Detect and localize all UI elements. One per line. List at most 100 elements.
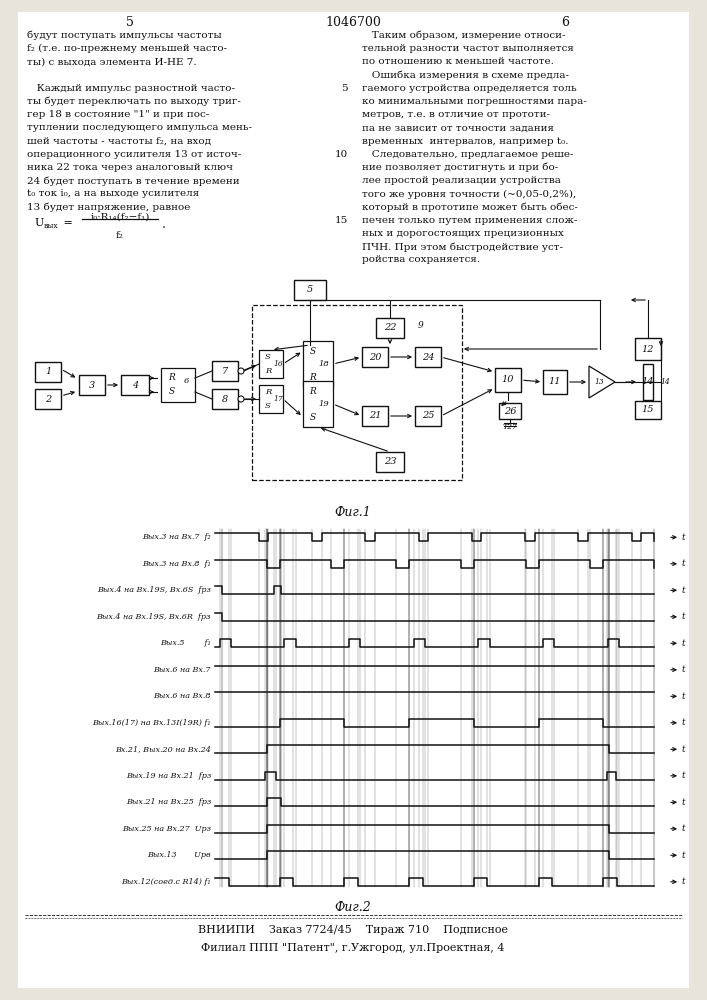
Text: будут поступать импульсы частоты: будут поступать импульсы частоты	[27, 31, 222, 40]
Text: Вых.4 на Вх.19S, Вх.6S  fрз: Вых.4 на Вх.19S, Вх.6S fрз	[97, 586, 211, 594]
Bar	[376, 318, 404, 338]
Text: Вых.12(соед.с R14) f₁: Вых.12(соед.с R14) f₁	[122, 878, 211, 886]
Text: Вых.6 на Вх.8: Вых.6 на Вх.8	[153, 692, 211, 700]
Text: Вх.21, Вых.20 на Вх.24: Вх.21, Вых.20 на Вх.24	[115, 745, 211, 753]
Text: t: t	[682, 718, 686, 727]
Text: 15: 15	[334, 216, 348, 225]
Text: печен только путем применения слож-: печен только путем применения слож-	[362, 216, 578, 225]
Text: 24: 24	[422, 353, 434, 361]
Text: Вых.21 на Вх.25  fрз: Вых.21 на Вх.25 fрз	[126, 798, 211, 806]
Circle shape	[238, 396, 244, 402]
Text: S: S	[310, 347, 316, 356]
Text: 20: 20	[369, 353, 381, 361]
Text: t: t	[682, 533, 686, 542]
Text: R: R	[265, 367, 271, 375]
Text: Вых.16(17) на Вх.13I(19R) f₁: Вых.16(17) на Вх.13I(19R) f₁	[93, 719, 211, 727]
Text: 23: 23	[384, 458, 396, 466]
Text: 12: 12	[642, 344, 654, 354]
Text: t: t	[682, 586, 686, 595]
Text: ройства сохраняется.: ройства сохраняется.	[362, 255, 480, 264]
Bar	[635, 401, 661, 419]
Text: i₀·R₁₄(f₂−f₁): i₀·R₁₄(f₂−f₁)	[90, 213, 150, 222]
Text: Вых.19 на Вх.21  fрз: Вых.19 на Вх.21 fрз	[126, 772, 211, 780]
Bar	[415, 406, 441, 426]
Text: 22: 22	[384, 324, 396, 332]
Text: 25: 25	[422, 412, 434, 420]
Text: t: t	[682, 665, 686, 674]
Bar	[643, 364, 653, 400]
Text: временных  интервалов, например t₀.: временных интервалов, например t₀.	[362, 137, 568, 146]
Bar	[362, 347, 388, 367]
Bar	[495, 368, 521, 392]
Text: ных и дорогостоящих прецизионных: ных и дорогостоящих прецизионных	[362, 229, 564, 238]
Text: Вых.13       Uрв: Вых.13 Uрв	[147, 851, 211, 859]
Bar	[212, 389, 238, 409]
Text: R: R	[310, 372, 316, 381]
Text: S: S	[310, 412, 316, 422]
Text: Вых.3 на Вх.7  f₂: Вых.3 на Вх.7 f₂	[142, 533, 211, 541]
Text: U: U	[35, 218, 45, 228]
Text: Вых.3 на Вх.8  f₁: Вых.3 на Вх.8 f₁	[142, 560, 211, 568]
Text: который в прототипе может быть обес-: который в прототипе может быть обес-	[362, 203, 578, 212]
Text: ПЧН. При этом быстродействие уст-: ПЧН. При этом быстродействие уст-	[362, 242, 563, 252]
Text: 2: 2	[45, 394, 51, 403]
Text: S: S	[265, 402, 271, 410]
Text: 17: 17	[273, 395, 283, 403]
Bar	[212, 361, 238, 381]
Bar	[294, 280, 326, 300]
Text: 18: 18	[319, 360, 329, 368]
Bar	[635, 338, 661, 360]
Text: Вых.4 на Вх.19S, Вх.6R  fрз: Вых.4 на Вх.19S, Вх.6R fрз	[97, 613, 211, 621]
Text: Фиг.2: Фиг.2	[334, 901, 371, 914]
Text: Каждый импульс разностной часто-: Каждый импульс разностной часто-	[27, 84, 235, 93]
Text: 16: 16	[273, 360, 283, 368]
Text: 1: 1	[45, 367, 51, 376]
Text: Вых.5        f₁: Вых.5 f₁	[160, 639, 211, 647]
Text: шей частоты - частоты f₂, на вход: шей частоты - частоты f₂, на вход	[27, 137, 211, 146]
Text: тельной разности частот выполняется: тельной разности частот выполняется	[362, 44, 574, 53]
Text: Филиал ППП "Патент", г.Ужгород, ул.Проектная, 4: Филиал ППП "Патент", г.Ужгород, ул.Проек…	[201, 943, 505, 953]
Text: 13 будет напряжение, равное: 13 будет напряжение, равное	[27, 203, 190, 212]
Bar	[362, 406, 388, 426]
Bar	[303, 381, 333, 427]
Text: того же уровня точности (~0,05-0,2%),: того же уровня точности (~0,05-0,2%),	[362, 189, 576, 199]
Text: операционного усилителя 13 от источ-: операционного усилителя 13 от источ-	[27, 150, 241, 159]
Text: по отношению к меньшей частоте.: по отношению к меньшей частоте.	[362, 57, 554, 66]
Text: .: .	[162, 218, 166, 231]
Bar	[252, 305, 462, 480]
Text: ВНИИПИ    Заказ 7724/45    Тираж 710    Подписное: ВНИИПИ Заказ 7724/45 Тираж 710 Подписное	[198, 925, 508, 935]
Text: S: S	[265, 353, 271, 361]
Text: па не зависит от точности задания: па не зависит от точности задания	[362, 123, 554, 132]
Text: Таким образом, измерение относи-: Таким образом, измерение относи-	[362, 31, 566, 40]
Text: t: t	[682, 877, 686, 886]
Text: ника 22 тока через аналоговый ключ: ника 22 тока через аналоговый ключ	[27, 163, 233, 172]
Bar	[35, 362, 61, 382]
Text: 5: 5	[341, 84, 348, 93]
Text: 14: 14	[660, 378, 670, 386]
Text: 10: 10	[502, 375, 514, 384]
Text: ты) с выхода элемента И-НЕ 7.: ты) с выхода элемента И-НЕ 7.	[27, 57, 197, 66]
Text: Фиг.1: Фиг.1	[334, 506, 371, 519]
Text: t: t	[682, 771, 686, 780]
Bar	[161, 368, 195, 402]
Text: метров, т.е. в отличие от прототи-: метров, т.е. в отличие от прототи-	[362, 110, 550, 119]
Bar	[259, 350, 283, 378]
Text: T27: T27	[503, 423, 518, 431]
Text: ко минимальными погрешностями пара-: ко минимальными погрешностями пара-	[362, 97, 587, 106]
Bar	[303, 341, 333, 387]
Text: 5: 5	[307, 286, 313, 294]
Circle shape	[238, 368, 244, 374]
Text: 24 будет поступать в течение времени: 24 будет поступать в течение времени	[27, 176, 240, 186]
Text: t: t	[682, 798, 686, 807]
Text: t₀ ток i₀, а на выходе усилителя: t₀ ток i₀, а на выходе усилителя	[27, 189, 199, 198]
Text: t: t	[682, 639, 686, 648]
Text: f₂ (т.е. по-прежнему меньшей часто-: f₂ (т.е. по-прежнему меньшей часто-	[27, 44, 227, 53]
Text: R: R	[169, 373, 175, 382]
Text: 26: 26	[504, 406, 516, 416]
Text: 11: 11	[549, 377, 561, 386]
Text: Вых.6 на Вх.7: Вых.6 на Вх.7	[153, 666, 211, 674]
Text: вых: вых	[44, 222, 59, 230]
Bar	[121, 375, 149, 395]
Text: =: =	[60, 218, 73, 228]
Text: Следовательно, предлагаемое реше-: Следовательно, предлагаемое реше-	[362, 150, 573, 159]
